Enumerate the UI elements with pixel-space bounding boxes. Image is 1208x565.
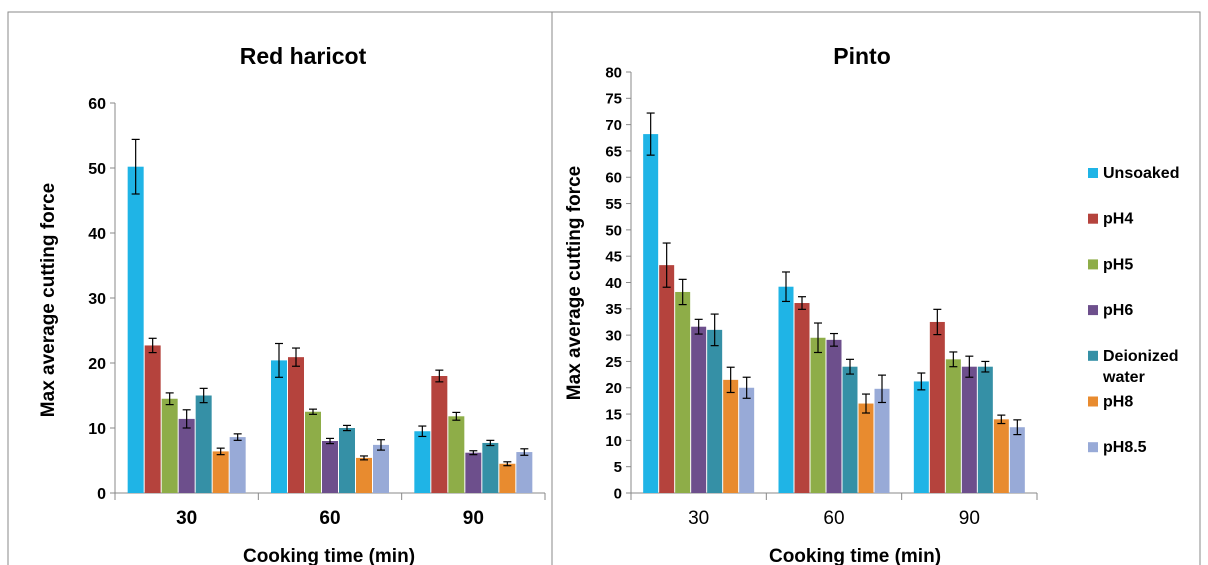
bar-ph6-30 bbox=[691, 326, 707, 493]
x-axis-label: Cooking time (min) bbox=[243, 546, 415, 565]
chart-pinto: Pinto Max average cutting force Cooking … bbox=[564, 43, 1179, 565]
legend-label: pH5 bbox=[1103, 256, 1133, 273]
bar-unsoaked-90 bbox=[913, 381, 929, 493]
legend: Unsoaked pH4 pH5 pH6 Deionized water pH8 pH8.5 bbox=[1088, 165, 1179, 456]
legend-label: Unsoaked bbox=[1103, 165, 1179, 182]
y-tick-label: 30 bbox=[88, 291, 106, 308]
bar-ph6-30 bbox=[178, 418, 195, 493]
y-tick-label: 55 bbox=[605, 196, 622, 213]
y-tick-label: 25 bbox=[605, 354, 622, 371]
x-tick-label: 60 bbox=[823, 508, 844, 529]
bar-ph5-90 bbox=[448, 416, 465, 493]
y-axis-label: Max average cutting force bbox=[564, 166, 585, 400]
bar-ph4-90 bbox=[431, 376, 448, 493]
bar-unsoaked-30 bbox=[127, 166, 144, 493]
bar-ph4-60 bbox=[794, 303, 810, 493]
y-tick-label: 80 bbox=[605, 64, 622, 81]
x-tick-label: 90 bbox=[463, 508, 484, 529]
chart-red-haricot: Red haricot Max average cutting force Co… bbox=[38, 43, 546, 565]
y-tick-label: 0 bbox=[614, 485, 622, 502]
legend-swatch bbox=[1088, 350, 1098, 361]
bar-ph5-30 bbox=[161, 398, 178, 493]
bar-unsoaked-60 bbox=[778, 286, 794, 493]
bar-unsoaked-90 bbox=[414, 431, 431, 493]
y-tick-label: 15 bbox=[605, 406, 622, 423]
x-tick-label: 60 bbox=[319, 508, 340, 529]
x-tick-label: 30 bbox=[688, 508, 709, 529]
bar-ph8-60 bbox=[858, 403, 874, 493]
bar-unsoaked-60 bbox=[271, 360, 287, 493]
bar-ph4-30 bbox=[659, 265, 675, 493]
legend-label: pH4 bbox=[1103, 211, 1133, 228]
y-tick-label: 10 bbox=[605, 433, 622, 450]
y-tick-label: 65 bbox=[605, 143, 622, 160]
bar-ph5-90 bbox=[945, 359, 961, 493]
bar-ph8-60 bbox=[356, 457, 372, 493]
legend-label: Deionized bbox=[1103, 348, 1179, 365]
y-tick-label: 60 bbox=[605, 170, 622, 187]
y-tick-label: 10 bbox=[88, 421, 106, 438]
bar-ph5-60 bbox=[305, 411, 321, 493]
bar-deionized-water-30 bbox=[707, 329, 723, 493]
legend-swatch bbox=[1088, 305, 1098, 316]
y-tick-label: 45 bbox=[605, 249, 622, 266]
bar-deionized-water-90 bbox=[482, 442, 499, 493]
y-tick-label: 40 bbox=[605, 275, 622, 292]
y-tick-label: 5 bbox=[614, 459, 622, 476]
bar-ph6-90 bbox=[961, 366, 977, 493]
bar-ph8-30 bbox=[723, 379, 739, 493]
legend-swatch bbox=[1088, 259, 1098, 270]
bar-ph8-90 bbox=[499, 463, 516, 493]
bar-ph8-90 bbox=[993, 419, 1009, 493]
bar-ph6-60 bbox=[826, 339, 842, 493]
bar-deionized-water-60 bbox=[842, 366, 858, 493]
bar-deionized-water-30 bbox=[195, 395, 212, 493]
y-tick-label: 20 bbox=[605, 380, 622, 397]
bar-ph5-60 bbox=[810, 337, 826, 493]
bar-ph8-5-30 bbox=[229, 437, 246, 493]
legend-label: pH6 bbox=[1103, 302, 1133, 319]
bar-ph4-90 bbox=[929, 321, 945, 493]
y-tick-label: 75 bbox=[605, 91, 622, 108]
legend-swatch bbox=[1088, 168, 1098, 178]
bar-ph8-30 bbox=[212, 451, 229, 493]
legend-swatch bbox=[1088, 213, 1098, 224]
bar-ph6-90 bbox=[465, 452, 482, 493]
legend-label-line2: water bbox=[1102, 369, 1145, 386]
bar-ph4-30 bbox=[144, 345, 161, 493]
bar-ph8-5-90 bbox=[516, 452, 533, 493]
bar-ph6-60 bbox=[322, 441, 338, 493]
y-tick-label: 0 bbox=[97, 486, 106, 503]
bar-ph8-5-60 bbox=[373, 444, 389, 493]
chart-title: Red haricot bbox=[240, 43, 367, 69]
y-tick-label: 60 bbox=[88, 96, 106, 113]
y-tick-label: 30 bbox=[605, 328, 622, 345]
bar-ph4-60 bbox=[288, 357, 304, 493]
y-tick-label: 35 bbox=[605, 301, 622, 318]
y-tick-label: 50 bbox=[605, 222, 622, 239]
chart-title: Pinto bbox=[833, 43, 891, 69]
bar-ph5-30 bbox=[675, 291, 691, 493]
y-tick-label: 50 bbox=[88, 161, 106, 178]
bar-deionized-water-90 bbox=[977, 366, 993, 493]
bar-deionized-water-60 bbox=[339, 428, 355, 493]
x-tick-label: 30 bbox=[176, 508, 197, 529]
x-tick-label: 90 bbox=[959, 508, 980, 529]
bar-ph8-5-90 bbox=[1009, 427, 1025, 493]
legend-swatch bbox=[1088, 442, 1098, 453]
legend-label: pH8.5 bbox=[1103, 439, 1147, 456]
legend-label: pH8 bbox=[1103, 394, 1133, 411]
bar-ph8-5-60 bbox=[874, 388, 890, 493]
bar-unsoaked-30 bbox=[643, 134, 659, 493]
y-tick-label: 20 bbox=[88, 356, 106, 373]
y-tick-label: 40 bbox=[88, 226, 106, 243]
y-axis-label: Max average cutting force bbox=[38, 183, 59, 417]
y-tick-label: 70 bbox=[605, 117, 622, 134]
x-axis-label: Cooking time (min) bbox=[769, 546, 941, 565]
bar-ph8-5-30 bbox=[739, 387, 755, 493]
legend-swatch bbox=[1088, 396, 1098, 407]
